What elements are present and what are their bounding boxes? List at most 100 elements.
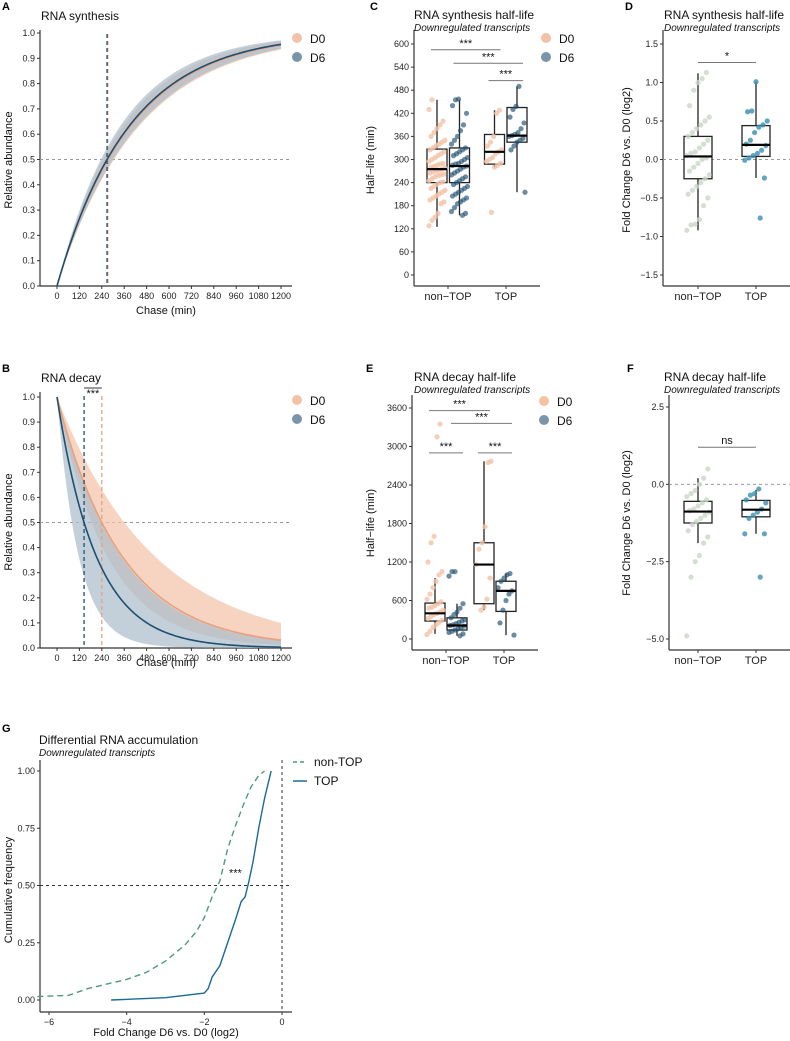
data-point <box>689 129 696 136</box>
x-tick-label: 360 <box>117 653 132 663</box>
data-point <box>487 575 493 581</box>
data-point <box>688 150 694 156</box>
panel-subtitle: Downregulated transcripts <box>414 23 530 34</box>
legend-dot-d6 <box>292 414 302 424</box>
legend-dot-d0 <box>541 33 551 43</box>
data-point <box>698 180 704 186</box>
box-group <box>448 96 471 218</box>
data-point <box>757 574 763 580</box>
data-point <box>507 570 513 577</box>
legend-label: non-TOP <box>314 755 362 769</box>
data-point <box>698 122 704 128</box>
category-label: TOP <box>493 655 515 667</box>
legend-label: D0 <box>557 395 573 409</box>
legend-dot-d0 <box>292 33 302 43</box>
category-label: non−TOP <box>422 655 469 667</box>
data-point <box>695 503 701 509</box>
data-point <box>759 147 765 153</box>
data-point <box>487 139 494 145</box>
y-tick-label: 0.2 <box>22 230 35 240</box>
data-point <box>430 585 436 591</box>
data-point <box>439 569 445 575</box>
y-tick-label: 0.00 <box>17 995 35 1005</box>
data-point <box>688 574 694 580</box>
y-tick-label: 0.5 <box>645 116 658 126</box>
data-point <box>702 176 708 182</box>
y-tick-label: 300 <box>394 155 409 165</box>
panel-subtitle: Downregulated transcripts <box>664 23 780 34</box>
y-tick-label: 2.5 <box>651 402 664 412</box>
significance-label: *** <box>482 51 496 63</box>
x-axis-title: Chase (min) <box>136 305 196 317</box>
y-tick-label: 0 <box>404 270 409 280</box>
panel-title: RNA decay <box>41 371 101 385</box>
data-point <box>702 118 708 124</box>
data-point <box>441 171 447 177</box>
data-point <box>440 179 446 185</box>
data-point <box>489 154 496 161</box>
data-point <box>462 210 469 216</box>
y-tick-label: 1.5 <box>645 39 658 49</box>
data-point <box>440 118 446 124</box>
data-point <box>698 515 704 521</box>
data-point <box>464 154 471 161</box>
x-tick-label: −4 <box>122 1017 132 1027</box>
y-tick-label: 1.0 <box>22 28 35 38</box>
x-tick-label: 840 <box>206 653 221 663</box>
y-tick-label: 0.8 <box>22 442 35 452</box>
y-axis-title: Relative abundance <box>3 111 15 208</box>
panel-subtitle: Downregulated transcripts <box>414 385 530 396</box>
y-tick-label: 600 <box>392 596 407 606</box>
panel-subtitle: Downregulated transcripts <box>664 385 780 396</box>
legend-label: D0 <box>310 32 326 46</box>
x-tick-label: 1200 <box>271 653 291 663</box>
data-point <box>757 215 763 221</box>
significance-label: *** <box>453 399 467 411</box>
significance-label: *** <box>87 388 101 400</box>
box-group <box>495 570 517 638</box>
data-point <box>440 160 446 166</box>
significance-label: *** <box>229 867 243 879</box>
x-tick-label: 240 <box>94 291 109 301</box>
y-axis-title: Fold Change D6 vs. D0 (log2) <box>621 450 633 596</box>
data-point <box>427 628 433 634</box>
data-point <box>432 214 438 220</box>
data-point <box>431 533 437 539</box>
x-tick-label: −2 <box>199 1017 209 1027</box>
box-group <box>426 97 448 229</box>
data-point <box>454 609 460 615</box>
curve-d0 <box>56 396 282 641</box>
legend-dot-d6 <box>539 415 549 425</box>
data-point <box>448 141 455 147</box>
data-point <box>703 497 710 503</box>
box-group <box>506 83 528 195</box>
data-point <box>696 216 703 223</box>
y-tick-label: 480 <box>394 85 409 95</box>
panel-letter: G <box>2 723 11 735</box>
data-point <box>752 129 758 136</box>
data-point <box>701 475 707 481</box>
box-group <box>683 466 713 639</box>
data-point <box>500 607 506 613</box>
y-tick-label: 0.0 <box>651 479 664 489</box>
data-point <box>691 87 697 93</box>
box-group <box>473 458 495 613</box>
data-point <box>688 491 694 497</box>
data-point <box>457 605 463 611</box>
y-tick-label: 0.75 <box>17 823 35 833</box>
data-point <box>699 76 705 82</box>
data-point <box>446 573 452 579</box>
y-tick-label: 0.4 <box>22 543 35 553</box>
data-point <box>706 114 712 120</box>
significance-label: *** <box>459 38 473 50</box>
data-point <box>463 110 470 116</box>
data-point <box>434 126 440 132</box>
data-point <box>497 620 503 626</box>
data-point <box>488 458 494 464</box>
legend-label: D6 <box>310 413 326 427</box>
data-point <box>692 487 698 494</box>
data-point <box>685 133 691 139</box>
data-point <box>750 153 756 159</box>
